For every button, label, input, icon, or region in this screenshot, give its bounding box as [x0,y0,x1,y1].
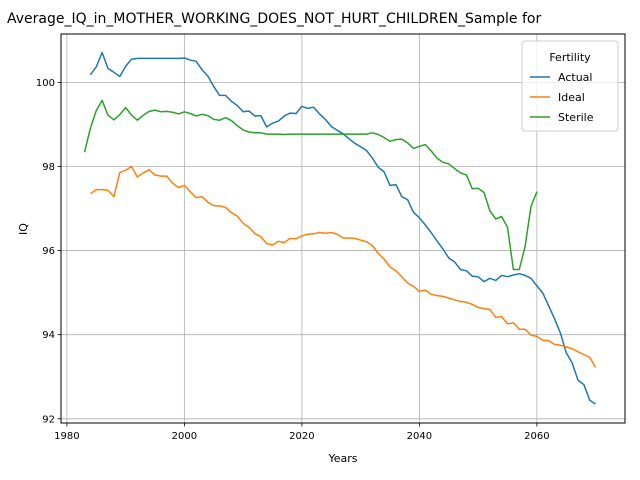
plot-frame [60,33,626,424]
y-tick-label: 96 [42,246,55,257]
x-axis-ticks: 1980 2000 2020 2040 2060 [54,423,550,442]
x-axis-label: Years [327,452,357,465]
legend-label-sterile: Sterile [558,111,594,124]
y-axis-label: IQ [17,223,30,235]
legend-title: Fertility [549,51,591,64]
x-tick-label: 2000 [172,431,197,442]
x-tick-label: 2040 [407,431,432,442]
series-line-ideal [89,165,597,368]
x-tick-label: 1980 [54,431,79,442]
y-axis-ticks: 92 94 96 98 100 [36,78,61,425]
legend-box [521,40,619,132]
x-tick-label: 2060 [524,431,549,442]
y-tick-label: 92 [42,414,55,425]
x-tick-label: 2020 [289,431,314,442]
series-lines [83,51,597,405]
legend: Fertility Actual Ideal Sterile [521,40,619,132]
y-tick-label: 94 [42,330,55,341]
legend-label-ideal: Ideal [558,91,585,104]
legend-label-actual: Actual [558,71,592,84]
y-tick-label: 100 [36,78,55,89]
series-line-sterile [83,99,538,271]
y-tick-label: 98 [42,162,55,173]
chart-title: Average_IQ_in_MOTHER_WORKING_DOES_NOT_HU… [7,11,541,27]
